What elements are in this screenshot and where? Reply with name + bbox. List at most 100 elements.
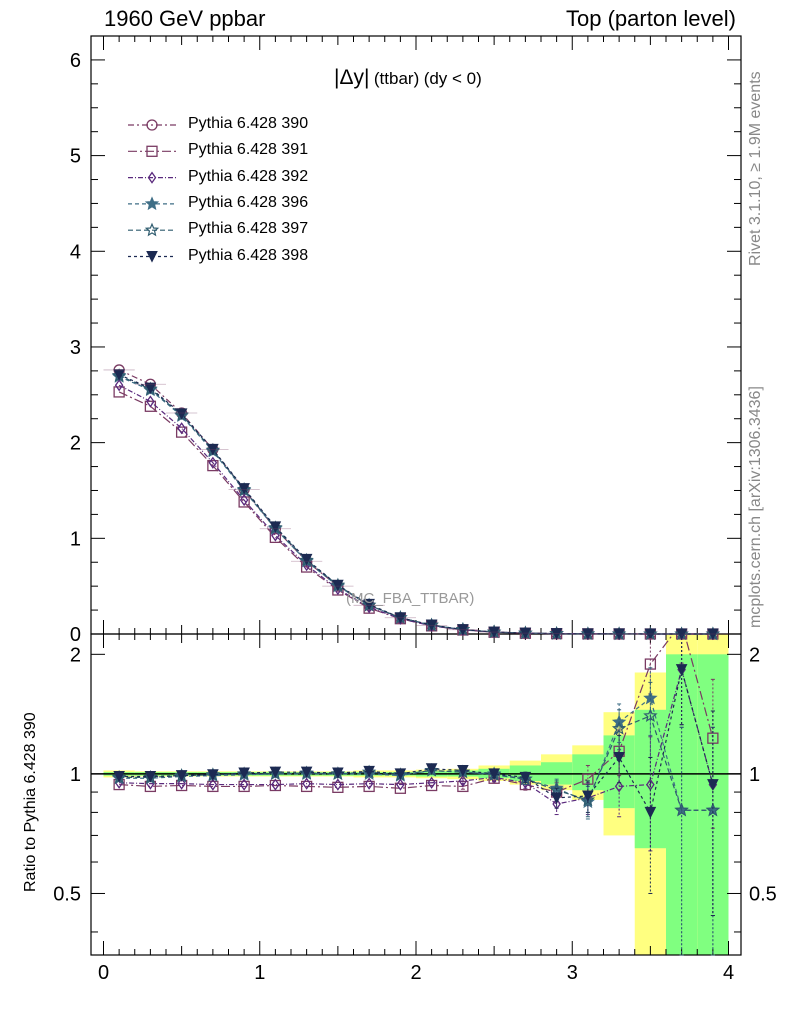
- series-line: [118, 384, 713, 635]
- ratio-data-point: [611, 721, 627, 735]
- x-tick-label: 4: [723, 962, 734, 984]
- ratio-data-point: [394, 782, 407, 794]
- ratio-data-point: [207, 780, 219, 793]
- data-point: [207, 459, 219, 472]
- data-point: [582, 628, 594, 640]
- ratio-data-point: [457, 764, 469, 777]
- y-tick-label: 5: [70, 146, 81, 168]
- ratio-data-point: [644, 806, 657, 819]
- data-point: [269, 521, 282, 533]
- data-point: [238, 483, 250, 495]
- ratio-y-tick-label: 2: [70, 644, 81, 666]
- main-panel-axes: 0 1 2 3 4 5 6: [70, 35, 742, 646]
- data-point: [457, 624, 469, 636]
- legend-entry: Pythia 6.428 391: [188, 141, 309, 159]
- legend: [128, 119, 176, 263]
- header-process: Top (parton level): [566, 6, 736, 31]
- ratio-data-point: [363, 780, 375, 793]
- data-point: [394, 612, 407, 624]
- data-point: [488, 626, 500, 639]
- ratio-data-point: [550, 792, 563, 805]
- ratio-data-point: [488, 768, 500, 781]
- ratio-data-point: [208, 778, 218, 791]
- ratio-data-point: [675, 664, 688, 676]
- ratio-data-point: [614, 780, 624, 793]
- mcplots-label: mcplots.cern.ch [arXiv:1306.3436]: [747, 386, 764, 628]
- ratio-panel-axes: 0 1 2 3 4 0.5 0.5 1 1 2 2: [53, 633, 777, 984]
- x-tick-label: 0: [98, 962, 109, 984]
- ratio-data-point: [613, 751, 625, 764]
- plot-title: |Δy| (ttbar) (dy < 0): [334, 66, 482, 90]
- legend-marker: [144, 196, 160, 211]
- ratio-data-point: [363, 765, 375, 778]
- ratio-data-point: [332, 781, 344, 793]
- data-point: [146, 395, 155, 408]
- ratio-data-point: [333, 778, 343, 791]
- data-point: [175, 426, 188, 438]
- ratio-data-point: [239, 778, 249, 791]
- ratio-data-point: [332, 767, 344, 780]
- data-point: [613, 628, 625, 641]
- legend-entry: Pythia 6.428 392: [188, 167, 309, 185]
- ratio-data-point: [238, 767, 250, 780]
- legend-marker: [147, 171, 157, 184]
- ratio-data-point: [300, 780, 313, 793]
- y-tick-label: 0: [70, 624, 81, 646]
- ratio-data-point: [300, 766, 313, 779]
- data-point: [271, 529, 280, 542]
- data-point: [144, 382, 157, 395]
- ratio-series-line: [119, 669, 714, 815]
- ratio-data-point: [175, 770, 188, 782]
- legend-marker: [146, 251, 158, 263]
- data-point: [644, 628, 657, 641]
- y-tick-label: 4: [70, 241, 81, 263]
- ratio-data-point: [552, 797, 561, 811]
- legend-entry: Pythia 6.428 398: [188, 246, 309, 264]
- ratio-data-point: [144, 771, 157, 783]
- ratio-data-point: [302, 777, 311, 790]
- ratio-data-point: [458, 774, 468, 788]
- ratio-y-tick-label: 0.5: [53, 883, 81, 905]
- data-point: [238, 496, 250, 508]
- data-point: [113, 369, 125, 381]
- ratio-data-point: [113, 771, 125, 783]
- ratio-data-point: [364, 777, 374, 790]
- data-point: [177, 422, 186, 435]
- ratio-data-point: [269, 766, 282, 779]
- y-tick-label: 2: [70, 433, 81, 455]
- y-tick-label: 6: [70, 50, 81, 72]
- data-point: [332, 579, 344, 592]
- ratio-data-point: [425, 779, 438, 792]
- main-series-5: [113, 369, 719, 641]
- ratio-data-point: [207, 769, 219, 781]
- plot-title-observable: |Δy|: [334, 66, 370, 89]
- data-point: [207, 443, 219, 456]
- y-tick-label: 3: [70, 337, 81, 359]
- data-point: [113, 386, 125, 398]
- ratio-data-point: [519, 771, 532, 784]
- ratio-data-point: [394, 768, 407, 781]
- rivet-version-label: Rivet 3.1.10, ≥ 1.9M events: [747, 71, 764, 266]
- data-point: [300, 553, 313, 566]
- y-tick-label: 1: [70, 528, 81, 550]
- x-tick-label: 3: [567, 962, 578, 984]
- ratio-data-point: [643, 690, 658, 705]
- ratio-data-point: [582, 790, 594, 803]
- ratio-panel-series: [111, 633, 721, 956]
- legend-marker: [146, 119, 158, 131]
- ratio-data-point: [643, 708, 658, 723]
- ratio-data-point: [177, 777, 186, 790]
- ratio-data-point: [707, 779, 719, 791]
- data-point: [550, 628, 563, 640]
- data-point: [114, 379, 124, 392]
- ratio-uncertainty-bands: [103, 634, 729, 955]
- ratio-series-line: [119, 667, 714, 805]
- data-point: [239, 493, 249, 507]
- data-point: [363, 598, 375, 611]
- ratio-data-point: [396, 778, 405, 791]
- legend-marker: [146, 145, 158, 157]
- x-tick-label: 2: [410, 962, 421, 984]
- legend-entry: Pythia 6.428 396: [188, 193, 309, 211]
- data-point: [707, 628, 719, 641]
